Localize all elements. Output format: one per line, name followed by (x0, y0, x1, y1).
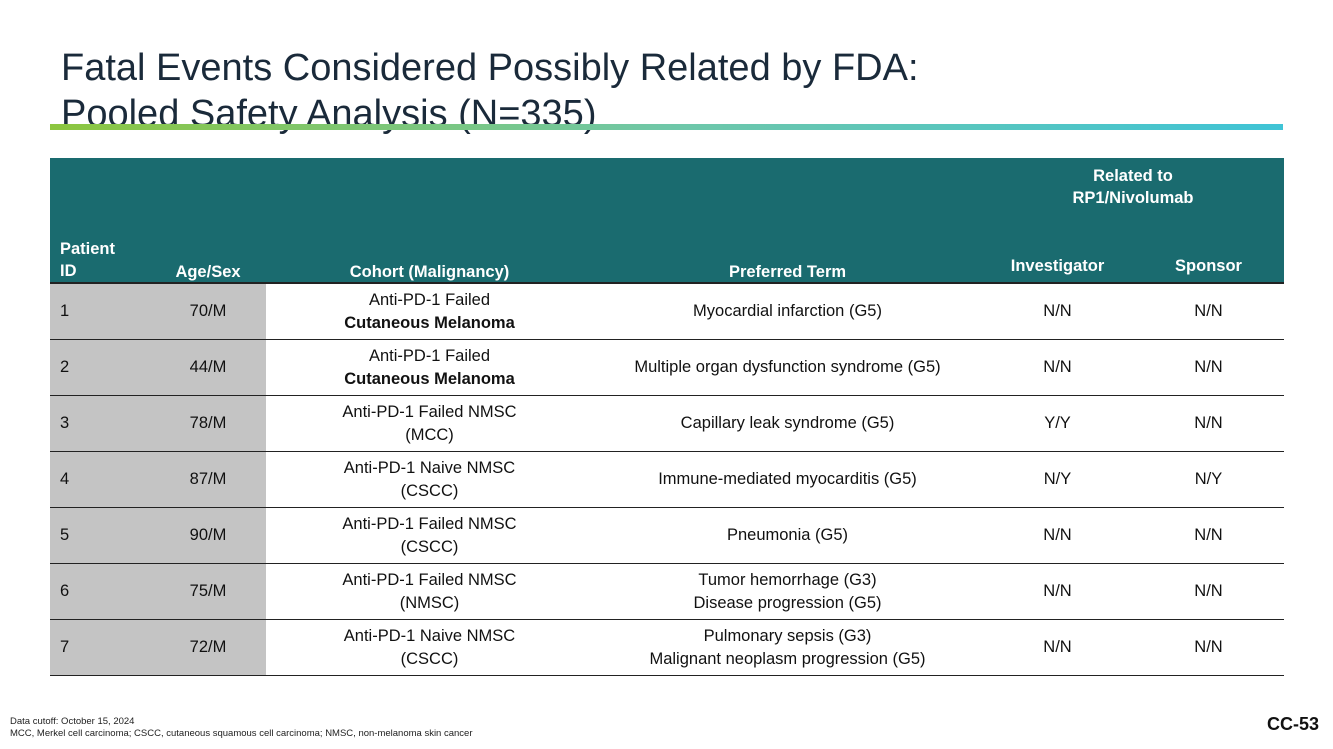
header-cohort: Cohort (Malignancy) (266, 158, 593, 283)
header-related-group: Related to RP1/Nivolumab (982, 158, 1284, 221)
cell-patient-id: 4 (50, 451, 150, 508)
cell-age-sex: 90/M (150, 507, 266, 564)
cell-sponsor: N/N (1133, 282, 1284, 340)
footnote-abbreviations: MCC, Merkel cell carcinoma; CSCC, cutane… (10, 728, 473, 739)
cell-cohort: Anti-PD-1 Failed NMSC (NMSC) (266, 563, 593, 620)
cell-preferred-term: Myocardial infarction (G5) (593, 282, 982, 340)
cell-age-sex: 72/M (150, 619, 266, 676)
title-divider (50, 124, 1283, 130)
cell-sponsor: N/N (1133, 507, 1284, 564)
cell-cohort: Anti-PD-1 Failed Cutaneous Melanoma (266, 282, 593, 340)
term-line-1: Pneumonia (G5) (726, 526, 849, 544)
cohort-line-1: Anti-PD-1 Naive NMSC (343, 458, 516, 477)
cell-preferred-term: Capillary leak syndrome (G5) (593, 395, 982, 452)
term-line-1: Tumor hemorrhage (G3) (698, 570, 877, 589)
footnote-data-cutoff: Data cutoff: October 15, 2024 (10, 716, 135, 727)
cohort-line-2: (CSCC) (400, 481, 459, 500)
cell-patient-id: 7 (50, 619, 150, 676)
table-row: 5 90/M Anti-PD-1 Failed NMSC (CSCC) Pneu… (50, 507, 1284, 564)
term-line-1: Multiple organ dysfunction syndrome (G5) (634, 358, 941, 376)
cohort-line-2: (CSCC) (400, 649, 459, 668)
table-row: 7 72/M Anti-PD-1 Naive NMSC (CSCC) Pulmo… (50, 619, 1284, 676)
cell-investigator: N/N (982, 563, 1133, 620)
header-related-line-1: Related to (1093, 167, 1173, 185)
cell-preferred-term: Immune-mediated myocarditis (G5) (593, 451, 982, 508)
cell-patient-id: 6 (50, 563, 150, 620)
term-line-1: Myocardial infarction (G5) (693, 302, 882, 320)
cohort-line-2: (MCC) (405, 425, 454, 444)
cohort-line-2: Cutaneous Melanoma (344, 313, 515, 332)
table-row: 3 78/M Anti-PD-1 Failed NMSC (MCC) Capil… (50, 395, 1284, 452)
cohort-line-2: Cutaneous Melanoma (344, 369, 515, 388)
fatal-events-table: Patient ID Age/Sex Cohort (Malignancy) P… (50, 158, 1284, 676)
cell-preferred-term: Pulmonary sepsis (G3) Malignant neoplasm… (593, 619, 982, 676)
slide-number: CC-53 (1266, 714, 1319, 734)
cohort-line-1: Anti-PD-1 Failed NMSC (342, 570, 517, 589)
header-related-line-2: RP1/Nivolumab (1072, 189, 1194, 207)
cell-investigator: N/N (982, 282, 1133, 340)
cell-patient-id: 1 (50, 282, 150, 340)
term-line-1: Immune-mediated myocarditis (G5) (658, 470, 917, 488)
term-line-1: Capillary leak syndrome (G5) (680, 414, 895, 432)
cell-sponsor: N/N (1133, 619, 1284, 676)
cell-age-sex: 87/M (150, 451, 266, 508)
term-line-2: Malignant neoplasm progression (G5) (649, 649, 926, 668)
cell-age-sex: 44/M (150, 339, 266, 396)
header-preferred-term: Preferred Term (593, 158, 982, 283)
cohort-line-1: Anti-PD-1 Failed (368, 346, 491, 365)
cohort-line-1: Anti-PD-1 Failed (368, 290, 491, 309)
cell-age-sex: 75/M (150, 563, 266, 620)
cell-cohort: Anti-PD-1 Failed NMSC (MCC) (266, 395, 593, 452)
cell-cohort: Anti-PD-1 Naive NMSC (CSCC) (266, 619, 593, 676)
cell-sponsor: N/N (1133, 339, 1284, 396)
cohort-line-1: Anti-PD-1 Failed NMSC (342, 402, 517, 421)
table-header: Patient ID Age/Sex Cohort (Malignancy) P… (50, 158, 1284, 283)
table-row: 2 44/M Anti-PD-1 Failed Cutaneous Melano… (50, 339, 1284, 396)
cohort-line-2: (CSCC) (400, 537, 459, 556)
cell-investigator: N/N (982, 619, 1133, 676)
cell-cohort: Anti-PD-1 Failed Cutaneous Melanoma (266, 339, 593, 396)
cell-patient-id: 2 (50, 339, 150, 396)
cell-investigator: N/N (982, 507, 1133, 564)
slide-title: Fatal Events Considered Possibly Related… (61, 45, 1211, 137)
header-patient-id-line-2: ID (60, 262, 77, 280)
cell-preferred-term: Multiple organ dysfunction syndrome (G5) (593, 339, 982, 396)
header-sponsor: Sponsor (1133, 221, 1284, 283)
cohort-line-1: Anti-PD-1 Failed NMSC (342, 514, 517, 533)
cell-sponsor: N/N (1133, 395, 1284, 452)
cell-investigator: Y/Y (982, 395, 1133, 452)
header-age-sex: Age/Sex (150, 158, 266, 283)
slide-title-line-2: Pooled Safety Analysis (N=335) (61, 93, 597, 136)
cell-investigator: N/Y (982, 451, 1133, 508)
cell-investigator: N/N (982, 339, 1133, 396)
table-row: 4 87/M Anti-PD-1 Naive NMSC (CSCC) Immun… (50, 451, 1284, 508)
footnotes: Data cutoff: October 15, 2024 MCC, Merke… (10, 716, 473, 740)
term-line-1: Pulmonary sepsis (G3) (703, 626, 872, 645)
cohort-line-1: Anti-PD-1 Naive NMSC (343, 626, 516, 645)
cell-age-sex: 70/M (150, 282, 266, 340)
table-row: 6 75/M Anti-PD-1 Failed NMSC (NMSC) Tumo… (50, 563, 1284, 620)
cell-age-sex: 78/M (150, 395, 266, 452)
cell-preferred-term: Pneumonia (G5) (593, 507, 982, 564)
cell-sponsor: N/N (1133, 563, 1284, 620)
cohort-line-2: (NMSC) (399, 593, 460, 612)
term-line-2: Disease progression (G5) (693, 593, 882, 612)
cell-patient-id: 5 (50, 507, 150, 564)
cell-cohort: Anti-PD-1 Naive NMSC (CSCC) (266, 451, 593, 508)
header-patient-id-line-1: Patient (60, 240, 116, 258)
slide-title-line-1: Fatal Events Considered Possibly Related… (61, 47, 919, 90)
table-row: 1 70/M Anti-PD-1 Failed Cutaneous Melano… (50, 282, 1284, 340)
cell-patient-id: 3 (50, 395, 150, 452)
header-patient-id: Patient ID (50, 158, 150, 283)
table-body: 1 70/M Anti-PD-1 Failed Cutaneous Melano… (50, 282, 1284, 676)
header-investigator: Investigator (982, 221, 1133, 283)
cell-sponsor: N/Y (1133, 451, 1284, 508)
cell-preferred-term: Tumor hemorrhage (G3) Disease progressio… (593, 563, 982, 620)
cell-cohort: Anti-PD-1 Failed NMSC (CSCC) (266, 507, 593, 564)
